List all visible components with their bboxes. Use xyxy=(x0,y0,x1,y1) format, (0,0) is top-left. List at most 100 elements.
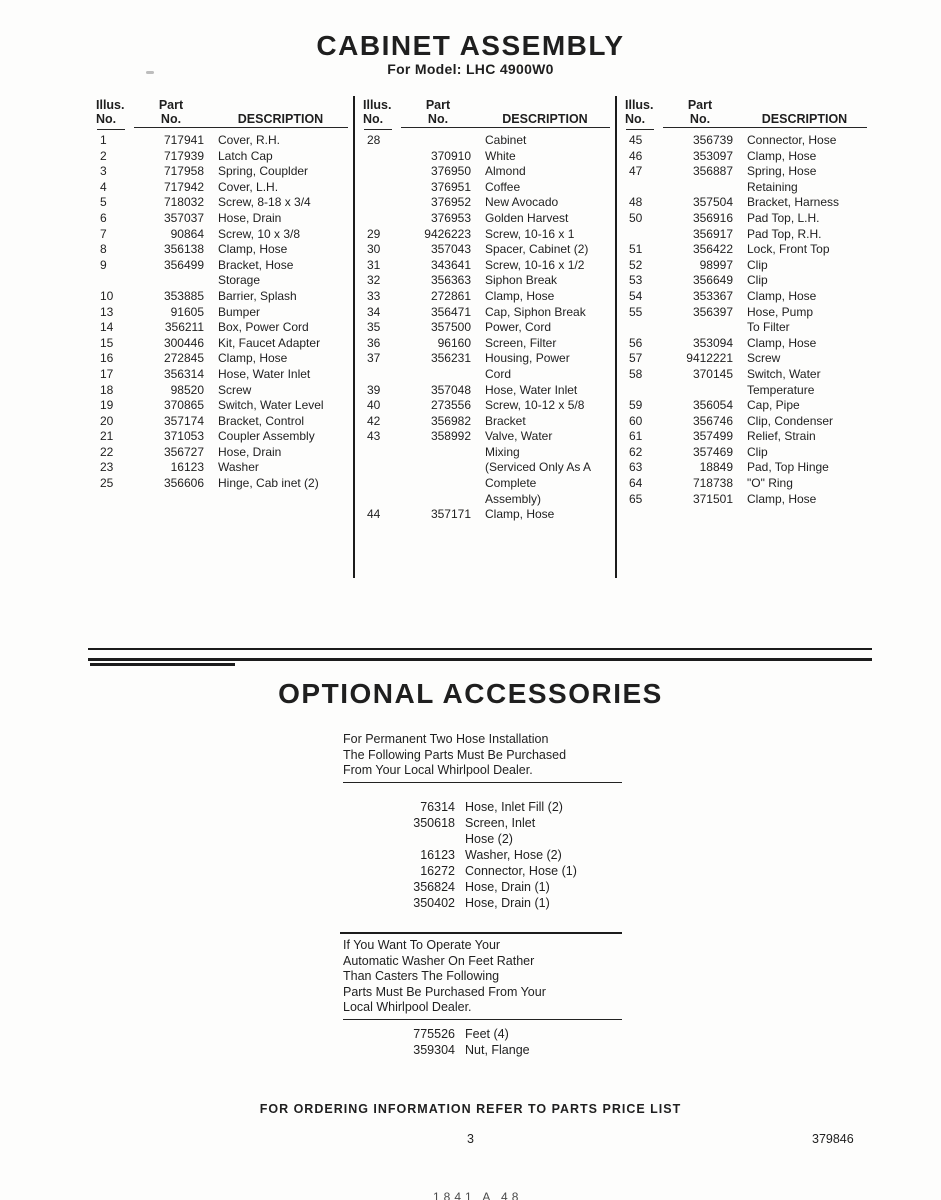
part-description: Cap, Siphon Break xyxy=(485,304,586,319)
part-description: Screw, 10-16 x 1/2 xyxy=(485,257,585,272)
part-description: Hose, Drain (1) xyxy=(465,880,550,894)
column-header: Illus. No. Part No. . DESCRIPTION xyxy=(88,96,353,126)
part-no: 98997 xyxy=(699,257,733,272)
illus-no: 2 xyxy=(100,148,107,163)
illus-no: 58 xyxy=(629,366,643,381)
part-no: 272861 xyxy=(430,288,471,303)
part-description: Clip xyxy=(747,257,768,272)
part-description: Clamp, Hose xyxy=(485,288,555,303)
part-row: 52 98997 Clip xyxy=(617,258,872,274)
part-description: Housing, Power Cord xyxy=(485,351,570,381)
illus-no: 56 xyxy=(629,335,643,350)
part-description: Power, Cord xyxy=(485,320,552,335)
two-hose-parts-list: 76314 Hose, Inlet Fill (2) 350618 Screen, I… xyxy=(385,799,577,911)
part-no: 9426223 xyxy=(424,226,471,241)
part-no xyxy=(399,133,471,149)
part-no: 350402 xyxy=(413,896,455,910)
part-description: Bracket, Hose Storage xyxy=(218,257,294,288)
illus-no: 43 xyxy=(367,429,381,444)
part-description: Cap, Pipe xyxy=(747,398,800,413)
part-row: 45 356739 Connector, Hose xyxy=(617,133,872,149)
illus-no: 57 xyxy=(629,351,643,366)
part-description: White xyxy=(485,148,516,163)
part-no: 357500 xyxy=(430,320,471,335)
part-description: Washer xyxy=(218,460,259,475)
part-description: Cabinet xyxy=(485,133,527,147)
illus-no: 29 xyxy=(367,226,381,241)
part-no: 357174 xyxy=(163,413,204,428)
header-illus-no: No. xyxy=(363,112,384,126)
part-no: 356054 xyxy=(692,398,733,413)
section-divider-bottom xyxy=(88,658,872,661)
part-row: 42 356982 Bracket xyxy=(355,414,615,430)
part-description: Lock, Front Top xyxy=(747,242,830,257)
illus-no xyxy=(355,195,399,211)
illus-no: 14 xyxy=(100,320,114,335)
column-header: Illus. No. Part No. . DESCRIPTION xyxy=(617,96,872,126)
illus-no: 16 xyxy=(100,351,114,366)
part-description: Box, Power Cord xyxy=(218,320,309,335)
illus-no: 54 xyxy=(629,288,643,303)
illus-no: 17 xyxy=(100,366,114,381)
part-description: Hose, Inlet Fill (2) xyxy=(465,800,563,814)
ordering-note: FOR ORDERING INFORMATION REFER TO PARTS … xyxy=(259,1102,682,1116)
illus-no: 22 xyxy=(100,444,114,459)
part-no: 356138 xyxy=(163,242,204,257)
part-row: 15 300446 Kit, Faucet Adapter xyxy=(88,336,353,352)
part-description: Hose, Drain (1) xyxy=(465,896,550,910)
part-no: 16123 xyxy=(420,848,455,862)
part-row: 4 717942 Cover, L.H. xyxy=(88,180,353,196)
part-row: 9 356499 Bracket, Hose Storage xyxy=(88,258,353,289)
part-description: Spacer, Cabinet (2) xyxy=(485,242,589,257)
part-description: Hose, Water Inlet xyxy=(485,382,578,397)
illus-no: 63 xyxy=(629,460,643,475)
part-row: 32 356363 Siphon Break xyxy=(355,273,615,289)
part-row: 10 353885 Barrier, Splash xyxy=(88,289,353,305)
part-description: New Avocado xyxy=(485,195,559,210)
illus-no: 15 xyxy=(100,335,114,350)
part-description: Cover, R.H. xyxy=(218,133,281,147)
part-description: Screw, 10-12 x 5/8 xyxy=(485,398,585,413)
part-no: 356727 xyxy=(163,444,204,459)
header-part-no: No. xyxy=(427,112,449,126)
illus-no: 55 xyxy=(629,304,643,319)
part-row: 34 356471 Cap, Siphon Break xyxy=(355,305,615,321)
illus-no: 33 xyxy=(367,288,381,303)
header-illus: Illus. xyxy=(625,98,654,112)
illus-no: 53 xyxy=(629,273,643,288)
part-description: Switch, Water Temperature xyxy=(747,366,821,397)
part-no: 357043 xyxy=(430,242,471,257)
part-row: 63 18849 Pad, Top Hinge xyxy=(617,460,872,476)
part-no: 371053 xyxy=(163,429,204,444)
part-description: Golden Harvest xyxy=(485,210,569,225)
parts-rows: 28 Cabinet 370910 White 376950 Almond 376951 Co… xyxy=(355,130,615,523)
part-row: 376952 New Avocado xyxy=(355,195,615,211)
part-no: 376952 xyxy=(430,195,471,210)
part-description: Hose, Drain xyxy=(218,444,282,459)
part-row: 43 358992 Valve, Water Mixing (Serviced On… xyxy=(355,429,615,507)
part-row: 356917 Pad Top, R.H. xyxy=(617,227,872,243)
header-part-no: No. xyxy=(689,112,711,126)
part-no: 356211 xyxy=(164,320,204,335)
part-no: 358992 xyxy=(430,429,471,444)
part-no: 353885 xyxy=(163,288,204,303)
illus-no: 30 xyxy=(367,242,381,257)
part-description: Connector, Hose (1) xyxy=(465,864,577,878)
illus-no: 23 xyxy=(100,460,114,475)
part-description: Pad, Top Hinge xyxy=(747,460,829,475)
part-row: 40 273556 Screw, 10-12 x 5/8 xyxy=(355,398,615,414)
illus-no: 59 xyxy=(629,398,643,413)
part-description: Nut, Flange xyxy=(465,1043,530,1057)
header-illus: Illus. xyxy=(96,98,125,112)
part-description: Hose, Water Inlet xyxy=(218,366,311,381)
illus-no: 5 xyxy=(100,195,107,210)
part-no: 356606 xyxy=(163,476,204,491)
part-no: 717958 xyxy=(163,164,204,179)
part-no: 18849 xyxy=(699,460,733,475)
part-row: 376953 Golden Harvest xyxy=(355,211,615,227)
part-no: 353367 xyxy=(692,288,733,303)
part-row: 20 357174 Bracket, Control xyxy=(88,414,353,430)
part-no: 357499 xyxy=(692,429,733,444)
part-description: Screen, Inlet Hose (2) xyxy=(465,816,536,846)
